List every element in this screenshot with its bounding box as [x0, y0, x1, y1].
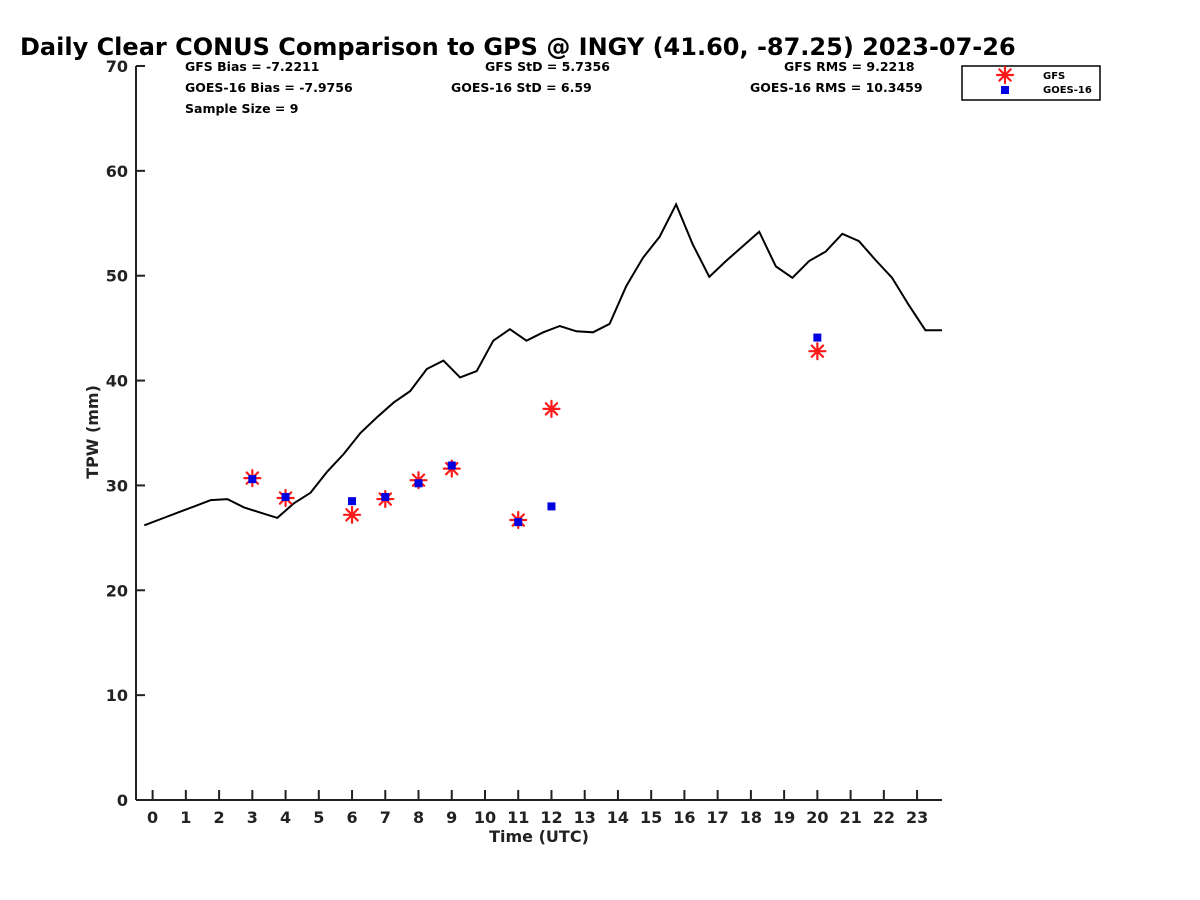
- gfs-point: [342, 505, 362, 524]
- goes-point: [348, 497, 357, 506]
- y-tick-label: 60: [106, 162, 128, 181]
- x-tick-label: 9: [446, 808, 457, 827]
- legend-gfs-asterisk: [995, 65, 1015, 85]
- x-tick-label: 21: [839, 808, 861, 827]
- goes-std-text: GOES-16 StD = 6.59: [451, 80, 592, 95]
- chart-title: Daily Clear CONUS Comparison to GPS @ IN…: [20, 33, 1016, 61]
- y-axis-label: TPW (mm): [83, 385, 102, 479]
- legend-goes-label: GOES-16: [1043, 85, 1092, 96]
- x-tick-label: 13: [574, 808, 596, 827]
- goes-bias-text: GOES-16 Bias = -7.9756: [185, 80, 353, 95]
- goes-point: [281, 492, 290, 501]
- statistics-annotations: GFS Bias = -7.2211 GOES-16 Bias = -7.975…: [185, 59, 923, 116]
- legend: GFS GOES-16: [961, 65, 1101, 101]
- x-tick-label: 8: [413, 808, 424, 827]
- x-tick-label: 19: [773, 808, 795, 827]
- goes-rms-text: GOES-16 RMS = 10.3459: [750, 80, 923, 95]
- goes-point: [447, 461, 456, 470]
- legend-goes-marker: [1001, 86, 1009, 94]
- y-tick-label: 40: [106, 372, 128, 391]
- y-axis-ticks: 0 10 20 30 40 50 60 70: [106, 57, 145, 810]
- gfs-point: [808, 342, 827, 361]
- x-axis-label: Time (UTC): [489, 827, 589, 846]
- legend-gfs-marker: [995, 65, 1015, 85]
- x-tick-label: 15: [640, 808, 662, 827]
- y-tick-label: 20: [106, 581, 128, 600]
- x-tick-label: 17: [707, 808, 729, 827]
- goes-point: [514, 518, 523, 527]
- x-tick-label: 10: [474, 808, 496, 827]
- goes-point: [381, 492, 390, 501]
- gfs-point: [542, 399, 561, 418]
- sample-size-text: Sample Size = 9: [185, 101, 298, 116]
- x-tick-label: 18: [740, 808, 762, 827]
- x-tick-label: 5: [313, 808, 324, 827]
- y-tick-label: 10: [106, 686, 128, 705]
- plot-area: [143, 202, 942, 530]
- x-tick-label: 1: [180, 808, 191, 827]
- gfs-rms-text: GFS RMS = 9.2218: [784, 59, 915, 74]
- x-tick-label: 2: [214, 808, 225, 827]
- x-tick-label: 0: [147, 808, 158, 827]
- goes-point: [414, 479, 423, 488]
- x-tick-label: 23: [906, 808, 928, 827]
- x-tick-label: 12: [540, 808, 562, 827]
- gps-series-line: [143, 202, 942, 527]
- goes-point: [547, 502, 556, 511]
- y-tick-label: 30: [106, 476, 128, 495]
- x-tick-label: 4: [280, 808, 291, 827]
- x-tick-label: 14: [607, 808, 629, 827]
- y-tick-label: 0: [117, 791, 128, 810]
- y-tick-label: 50: [106, 267, 128, 286]
- x-tick-label: 3: [247, 808, 258, 827]
- x-tick-label: 16: [673, 808, 695, 827]
- x-tick-label: 11: [507, 808, 529, 827]
- x-axis-ticks: 0 1 2 3 4 5 6 7 8 9 10 11 12 13 14 15 16 17 18 19 20 21 22 23: [147, 790, 928, 827]
- gfs-std-text: GFS StD = 5.7356: [485, 59, 610, 74]
- legend-gfs-label: GFS: [1043, 71, 1065, 82]
- goes-point: [813, 333, 822, 342]
- x-tick-label: 22: [873, 808, 895, 827]
- y-tick-label: 70: [106, 57, 128, 76]
- x-tick-label: 7: [380, 808, 391, 827]
- gfs-bias-text: GFS Bias = -7.2211: [185, 59, 319, 74]
- goes-point: [248, 475, 257, 484]
- legend-box: [961, 65, 1101, 101]
- x-tick-label: 20: [806, 808, 828, 827]
- x-tick-label: 6: [346, 808, 357, 827]
